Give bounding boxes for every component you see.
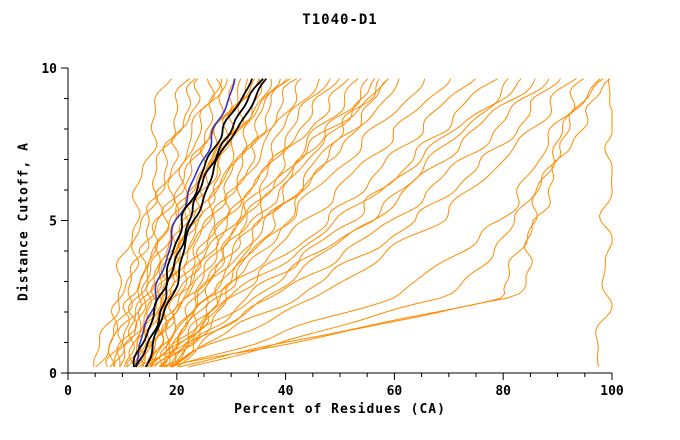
curve-model-ensemble — [172, 78, 369, 368]
chart-title: T1040-D1 — [302, 12, 378, 28]
curve-highlight-blue — [134, 78, 236, 368]
curve-highlight-black — [135, 78, 264, 368]
curve-model-ensemble — [150, 78, 426, 368]
curve-model-ensemble — [166, 78, 452, 368]
curve-model-ensemble — [138, 78, 550, 368]
curve-highlight-black — [132, 78, 253, 367]
x-tick-label: 100 — [600, 384, 624, 399]
x-axis-label: Percent of Residues (CA) — [234, 402, 446, 417]
y-tick-label: 0 — [49, 367, 57, 382]
x-tick-label: 40 — [278, 384, 294, 399]
curve-model-ensemble — [162, 78, 476, 368]
curve-model-ensemble — [147, 78, 522, 368]
curve-model-ensemble — [107, 78, 197, 367]
curve-model-ensemble — [146, 78, 400, 367]
curve-model-ensemble — [132, 78, 389, 368]
curve-model-ensemble — [141, 78, 288, 368]
curve-model-ensemble — [171, 78, 584, 368]
x-tick-label: 60 — [387, 384, 403, 399]
curve-model-ensemble — [170, 78, 380, 368]
curve-model-ensemble — [124, 78, 228, 368]
y-tick-label: 10 — [41, 62, 57, 77]
curve-model-ensemble — [150, 78, 376, 368]
x-tick-label: 20 — [169, 384, 185, 399]
curve-model-ensemble — [595, 78, 613, 368]
curve-model-ensemble — [158, 78, 321, 368]
curve-model-ensemble — [154, 78, 340, 368]
curve-model-ensemble — [171, 78, 498, 368]
curve-model-ensemble — [159, 78, 536, 368]
curve-model-ensemble — [93, 78, 172, 367]
y-tick-label: 5 — [49, 215, 57, 230]
curve-model-ensemble — [188, 78, 601, 368]
curve-model-ensemble — [145, 78, 281, 368]
curve-model-ensemble — [147, 78, 302, 368]
curve-model-ensemble — [105, 78, 201, 368]
curve-model-ensemble — [116, 78, 223, 367]
curve-model-ensemble — [172, 78, 389, 368]
curve-model-ensemble — [169, 78, 349, 368]
curve-model-ensemble — [178, 78, 604, 368]
curve-model-ensemble — [137, 78, 263, 368]
curve-model-ensemble — [95, 78, 190, 368]
curve-model-ensemble — [151, 78, 291, 368]
x-tick-label: 0 — [64, 384, 72, 399]
x-tick-label: 80 — [495, 384, 511, 399]
curve-model-ensemble — [163, 78, 359, 368]
curve-model-ensemble — [164, 78, 611, 368]
curve-model-ensemble — [171, 78, 577, 368]
curve-model-ensemble — [134, 78, 273, 367]
curve-highlight-black — [144, 78, 267, 368]
curve-model-ensemble — [161, 78, 561, 368]
curve-model-ensemble — [109, 78, 215, 368]
curve-model-ensemble — [159, 78, 331, 368]
